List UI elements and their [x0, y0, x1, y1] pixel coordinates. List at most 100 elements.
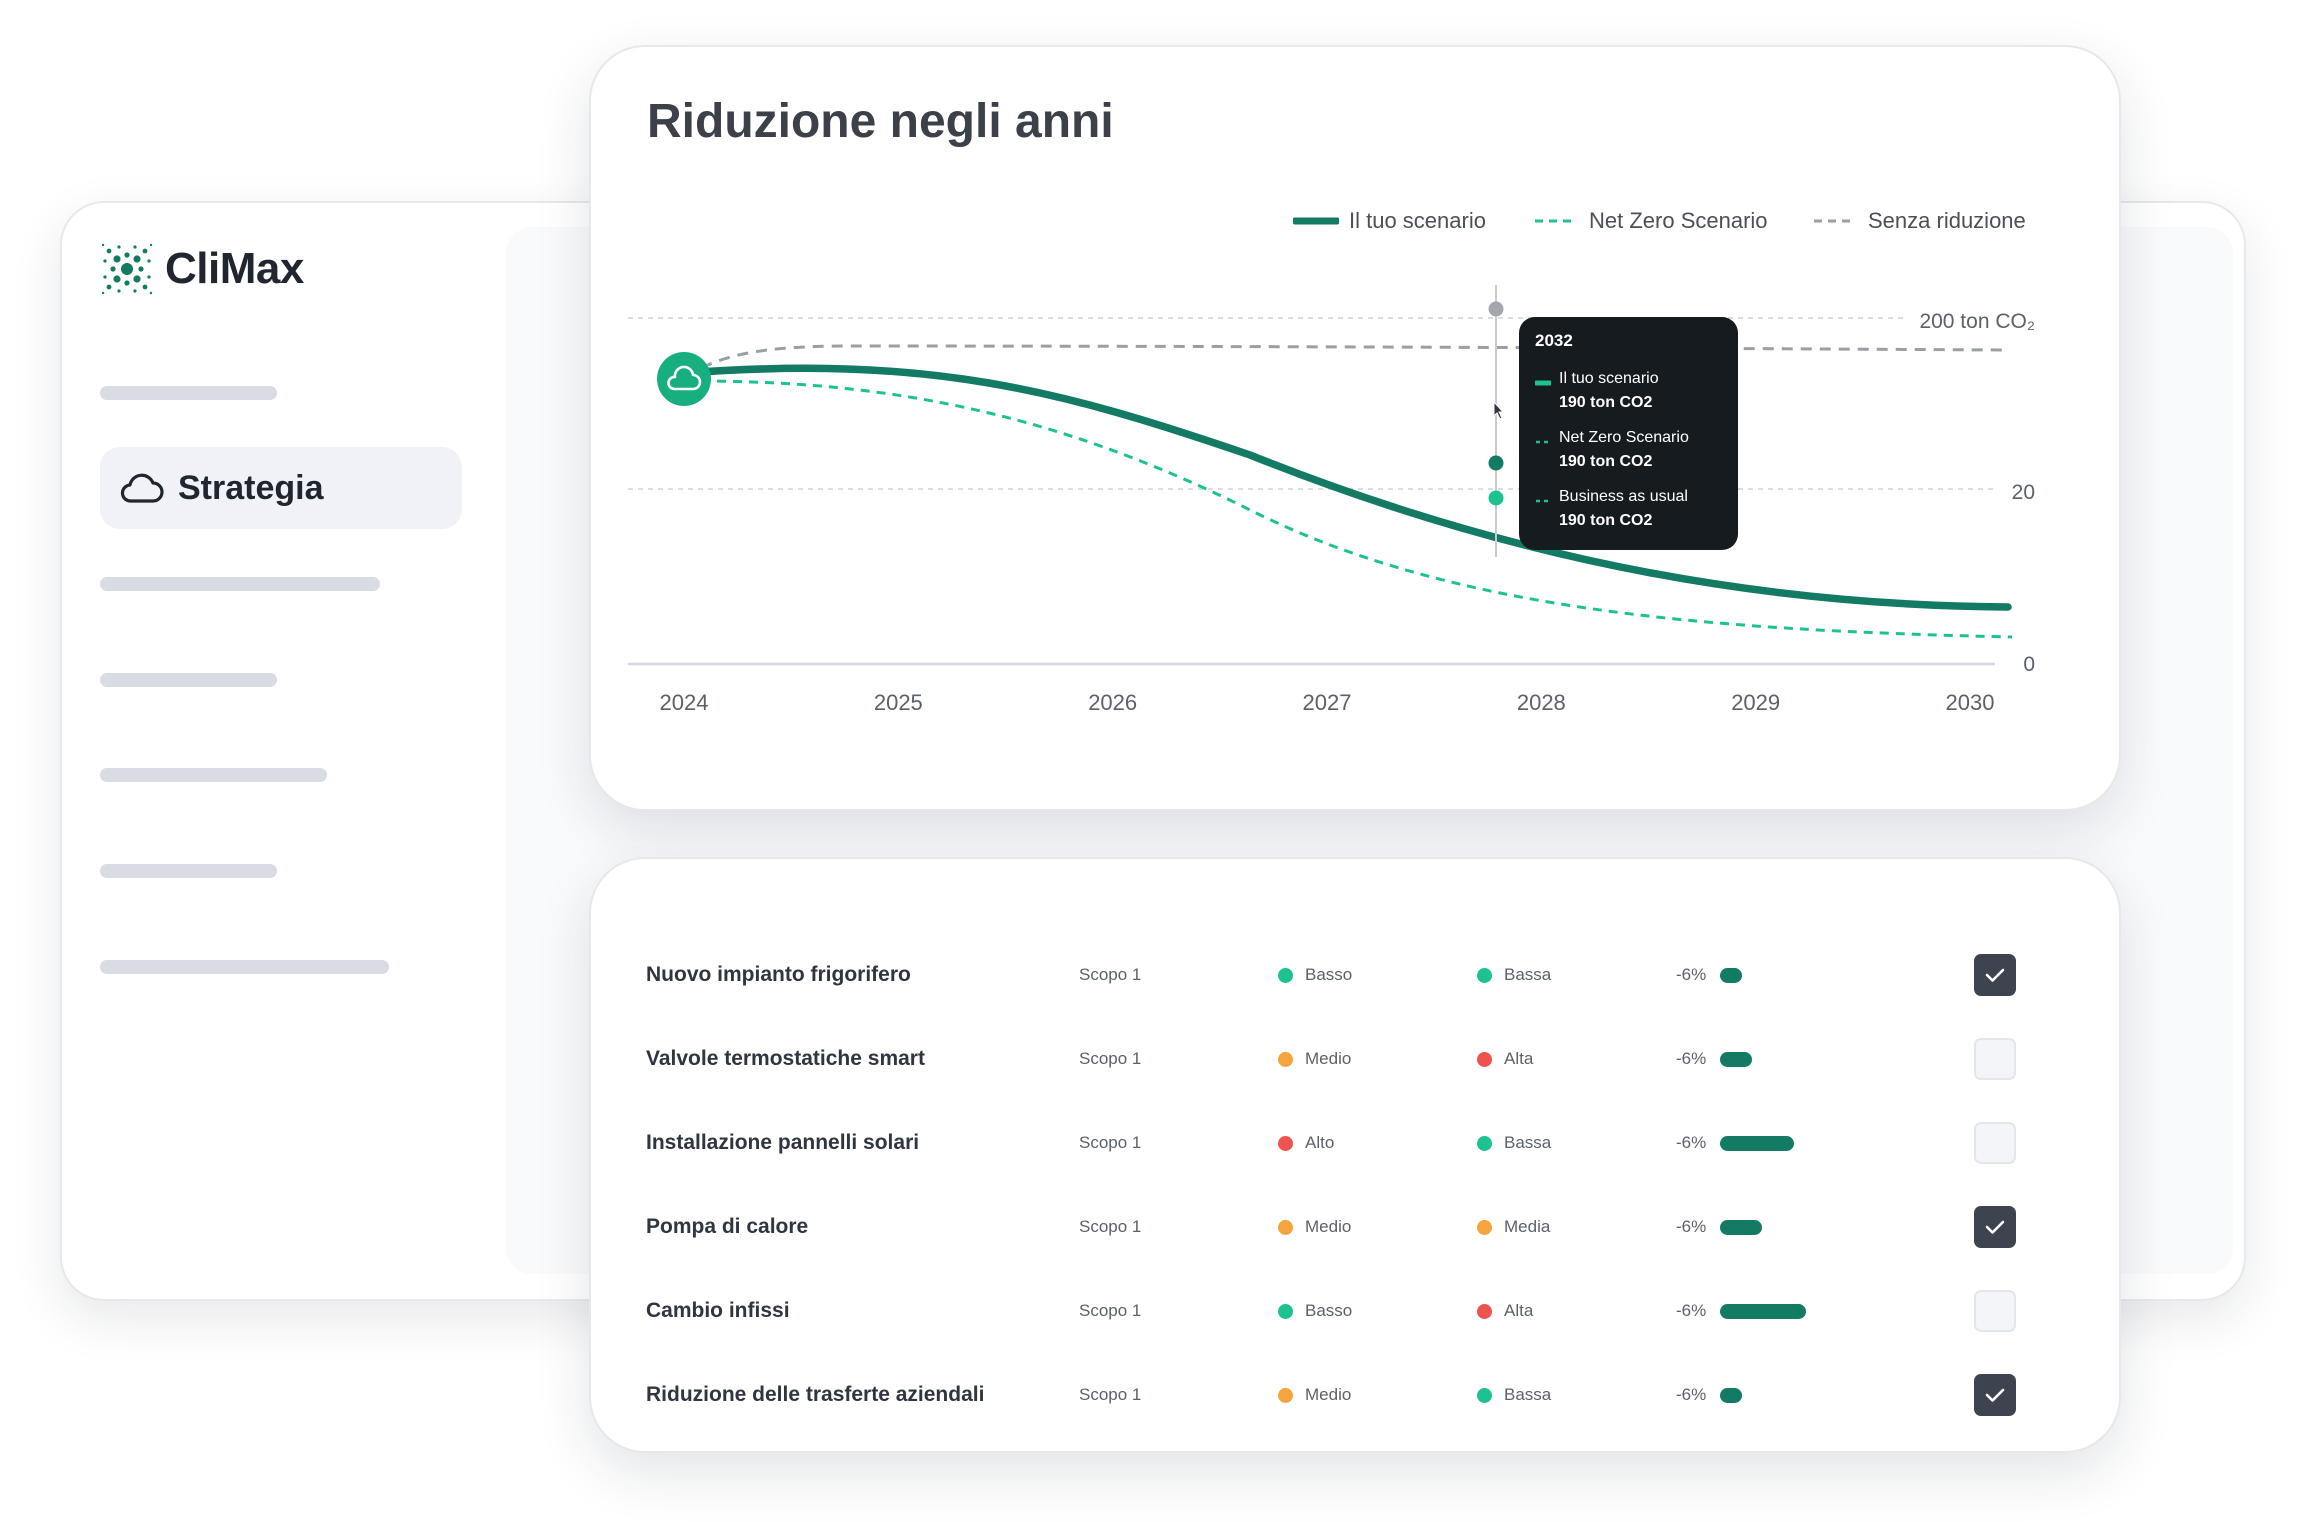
- start-point-marker[interactable]: [657, 352, 711, 406]
- difficulty-label: Alta: [1504, 1049, 1534, 1068]
- x-tick-label: 2025: [874, 690, 923, 715]
- impact-bar: [1720, 1219, 1763, 1235]
- reduction-percent: -6%: [1676, 1217, 1707, 1236]
- cloud-icon: [667, 365, 702, 391]
- action-checkbox[interactable]: [1974, 1122, 2016, 1164]
- action-name: Valvole termostatiche smart: [646, 1047, 925, 1070]
- difficulty-indicator: Media: [1477, 1197, 1550, 1257]
- cloud-icon: [120, 473, 164, 503]
- y-tick-label: 0: [2023, 653, 2035, 676]
- impact-bar: [1720, 1387, 1743, 1403]
- actions-table-card: Nuovo impianto frigorifero Scopo 1 Basso Ba…: [589, 857, 2121, 1453]
- table-row[interactable]: Valvole termostatiche smart Scopo 1 Medio A…: [591, 1029, 2119, 1089]
- reduction-percent: -6%: [1676, 1301, 1707, 1320]
- action-name: Riduzione delle trasferte aziendali: [646, 1383, 985, 1406]
- legend-label: Senza riduzione: [1868, 208, 2026, 233]
- sidebar-item-placeholder[interactable]: [100, 864, 277, 878]
- cost-status-dot: [1278, 1051, 1293, 1067]
- x-tick-label: 2027: [1303, 690, 1352, 715]
- hover-marker-your-scenario: [1488, 455, 1504, 471]
- y-tick-label: 20: [2012, 481, 2035, 504]
- x-tick-labels: 2024 2025 2026 2027 2028 2029 2030: [660, 690, 1995, 715]
- x-tick-label: 2030: [1946, 690, 1995, 715]
- series-line-net-zero: [684, 379, 2013, 639]
- hover-marker-net-zero: [1488, 490, 1504, 506]
- series-line-your-scenario: [681, 364, 2012, 611]
- reduction-percent: -6%: [1676, 1049, 1707, 1068]
- difficulty-label: Media: [1504, 1217, 1551, 1236]
- tooltip-series-name: Business as usual: [1559, 488, 1688, 505]
- difficulty-label: Bassa: [1504, 965, 1552, 984]
- impact-bar: [1720, 1051, 1753, 1067]
- reduction-percent: -6%: [1676, 965, 1707, 984]
- chart-title: Riduzione negli anni: [647, 95, 1114, 148]
- action-name: Nuovo impianto frigorifero: [646, 963, 911, 986]
- action-scope: Scopo 1: [1079, 1301, 1142, 1320]
- checkmark-icon: [1985, 1388, 2005, 1402]
- reduction-percent: -6%: [1676, 1385, 1707, 1404]
- impact-bar: [1720, 967, 1743, 983]
- legend-item-no-reduction[interactable]: Senza riduzione: [1812, 208, 2026, 234]
- tooltip-year: 2032: [1535, 331, 1573, 350]
- checkmark-icon: [1985, 968, 2005, 982]
- tooltip-item: Net Zero Scenario 190 ton CO2: [1535, 426, 1689, 474]
- tooltip-item: Il tuo scenario 190 ton CO2: [1535, 367, 1659, 415]
- cost-status-dot: [1278, 967, 1293, 983]
- legend-solid-line-icon: [1293, 217, 1339, 225]
- tooltip-series-name: Il tuo scenario: [1559, 370, 1659, 387]
- cost-label: Basso: [1305, 1301, 1353, 1320]
- cost-indicator: Basso: [1278, 1281, 1352, 1341]
- action-scope: Scopo 1: [1079, 1049, 1142, 1068]
- cost-status-dot: [1278, 1387, 1293, 1403]
- table-row[interactable]: Pompa di calore Scopo 1 Medio Media -6%: [591, 1197, 2119, 1257]
- action-checkbox[interactable]: [1974, 1038, 2016, 1080]
- action-scope: Scopo 1: [1079, 1217, 1142, 1236]
- tooltip-dashed-swatch-icon: [1536, 499, 1550, 503]
- impact-bar: [1720, 1135, 1795, 1151]
- sidebar-item-label: Strategia: [178, 468, 324, 507]
- x-tick-label: 2024: [660, 690, 709, 715]
- difficulty-indicator: Bassa: [1477, 945, 1551, 1005]
- table-row[interactable]: Installazione pannelli solari Scopo 1 Alto…: [591, 1113, 2119, 1173]
- table-row[interactable]: Nuovo impianto frigorifero Scopo 1 Basso Ba…: [591, 945, 2119, 1005]
- table-row[interactable]: Riduzione delle trasferte aziendali Scopo…: [591, 1365, 2119, 1425]
- sidebar-item-placeholder[interactable]: [100, 768, 327, 782]
- action-scope: Scopo 1: [1079, 1385, 1142, 1404]
- tooltip-item: Business as usual 190 ton CO2: [1535, 485, 1688, 533]
- sidebar-item-strategia[interactable]: Strategia: [100, 447, 462, 529]
- action-checkbox[interactable]: [1974, 1374, 2016, 1416]
- action-checkbox[interactable]: [1974, 1290, 2016, 1332]
- cost-indicator: Basso: [1278, 945, 1352, 1005]
- table-row[interactable]: Cambio infissi Scopo 1 Basso Alta -6%: [591, 1281, 2119, 1341]
- tooltip-series-name: Net Zero Scenario: [1559, 429, 1689, 446]
- reduction-indicator: -6%: [1676, 1029, 1753, 1089]
- action-checkbox[interactable]: [1974, 954, 2016, 996]
- sidebar-item-placeholder[interactable]: [100, 673, 277, 687]
- action-name: Cambio infissi: [646, 1299, 790, 1322]
- reduction-line-chart: 200 ton CO₂ 20 0 2024 2025 2026 2027 2028 202…: [628, 285, 2035, 715]
- reduction-indicator: -6%: [1676, 945, 1743, 1005]
- legend-item-net-zero[interactable]: Net Zero Scenario: [1533, 208, 1768, 234]
- cost-label: Basso: [1305, 965, 1353, 984]
- action-checkbox[interactable]: [1974, 1206, 2016, 1248]
- difficulty-status-dot: [1477, 1303, 1492, 1319]
- sidebar-item-placeholder[interactable]: [100, 577, 380, 591]
- legend-dashed-line-icon: [1535, 219, 1577, 223]
- difficulty-status-dot: [1477, 1387, 1492, 1403]
- chart-tooltip: 2032 Il tuo scenario 190 ton CO2 Net Zer…: [1519, 317, 1738, 550]
- reduction-indicator: -6%: [1676, 1113, 1795, 1173]
- reduction-indicator: -6%: [1676, 1365, 1743, 1425]
- x-tick-label: 2029: [1731, 690, 1780, 715]
- reduction-indicator: -6%: [1676, 1281, 1807, 1341]
- tooltip-dashed-swatch-icon: [1536, 440, 1550, 444]
- cost-label: Medio: [1305, 1385, 1352, 1404]
- difficulty-status-dot: [1477, 1135, 1492, 1151]
- tooltip-series-value: 190 ton CO2: [1559, 453, 1653, 470]
- sidebar-item-placeholder[interactable]: [100, 386, 277, 400]
- brand-logo[interactable]: CliMax: [99, 241, 304, 297]
- sidebar-item-placeholder[interactable]: [100, 960, 389, 974]
- legend-item-your-scenario[interactable]: Il tuo scenario: [1293, 208, 1486, 234]
- difficulty-label: Bassa: [1504, 1385, 1552, 1404]
- action-scope: Scopo 1: [1079, 965, 1142, 984]
- cost-indicator: Medio: [1278, 1029, 1351, 1089]
